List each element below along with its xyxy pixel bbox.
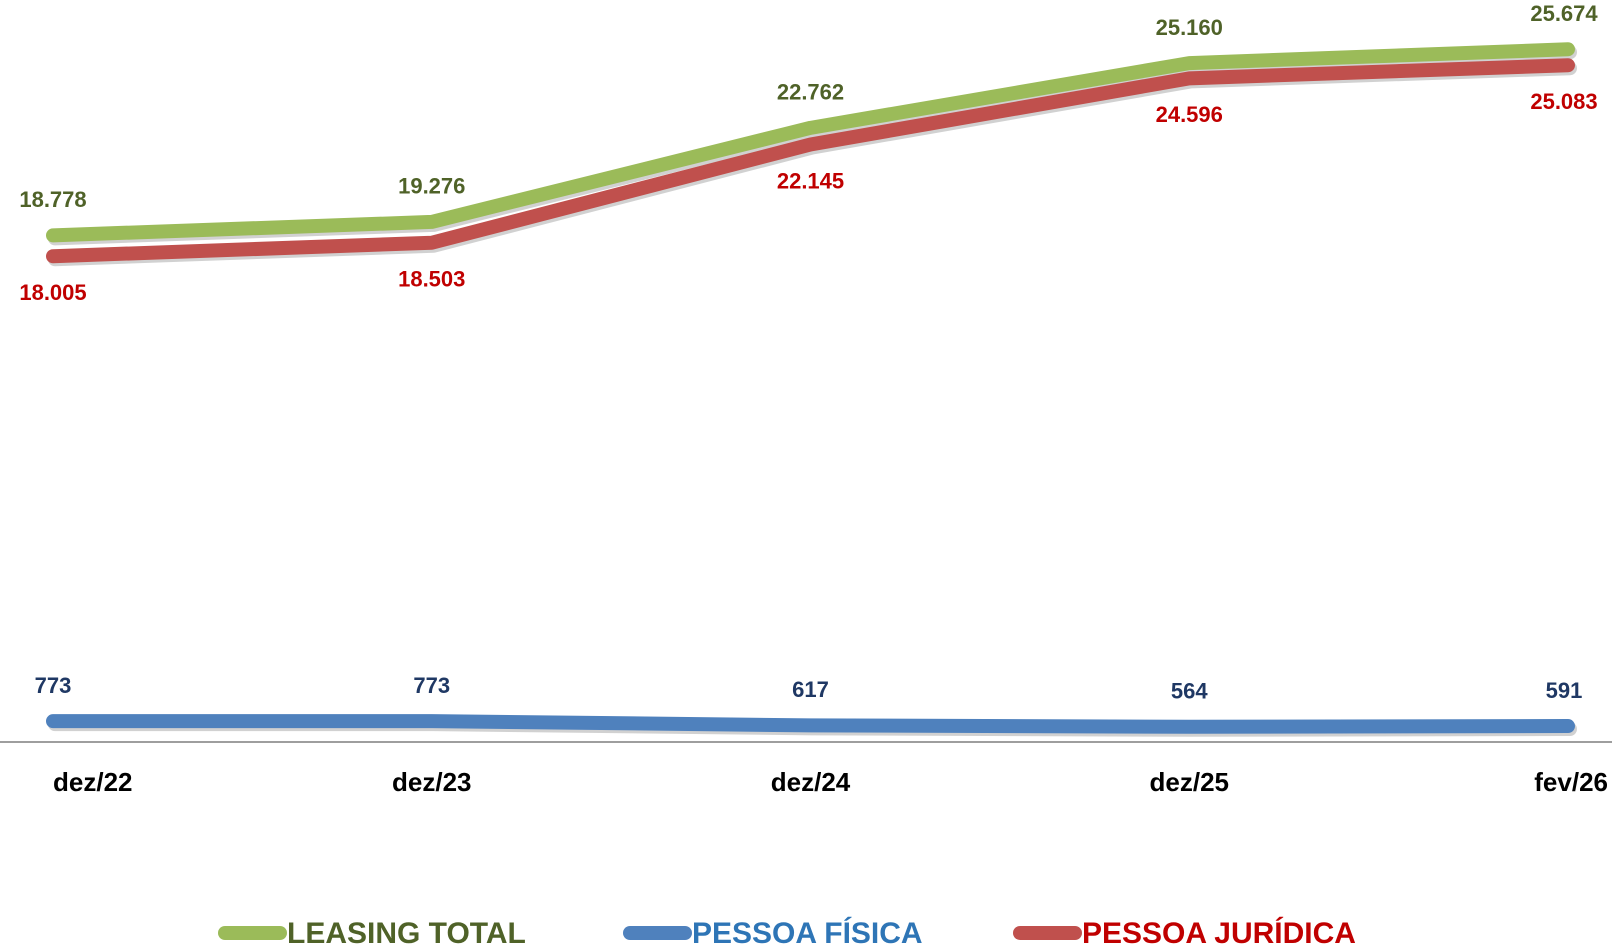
data-label: 25.674 (1530, 1, 1598, 26)
data-label: 617 (792, 677, 829, 702)
data-label: 18.778 (19, 187, 86, 212)
x-tick-label: dez/25 (1150, 767, 1230, 797)
data-label: 773 (413, 673, 450, 698)
data-label: 18.503 (398, 267, 465, 292)
data-label: 591 (1546, 678, 1583, 703)
data-label: 24.596 (1156, 102, 1223, 127)
data-label: 22.145 (777, 168, 844, 193)
x-tick-label: dez/22 (53, 767, 133, 797)
data-label: 18.005 (19, 280, 86, 305)
legend-label: PESSOA FÍSICA (692, 916, 923, 950)
x-tick-label: dez/24 (771, 767, 851, 797)
data-label: 564 (1171, 679, 1208, 704)
series-line (46, 42, 1575, 243)
data-label: 19.276 (398, 174, 465, 199)
data-label: 25.160 (1156, 15, 1223, 40)
legend-label: LEASING TOTAL (287, 917, 526, 950)
series-line (46, 58, 1575, 264)
x-tick-label: dez/23 (392, 767, 472, 797)
legend-label: PESSOA JURÍDICA (1082, 916, 1356, 950)
series-line (46, 714, 1575, 734)
x-tick-label: fev/26 (1534, 767, 1608, 797)
data-label: 22.762 (777, 80, 844, 105)
data-label: 773 (35, 673, 72, 698)
data-label: 25.083 (1530, 89, 1597, 114)
